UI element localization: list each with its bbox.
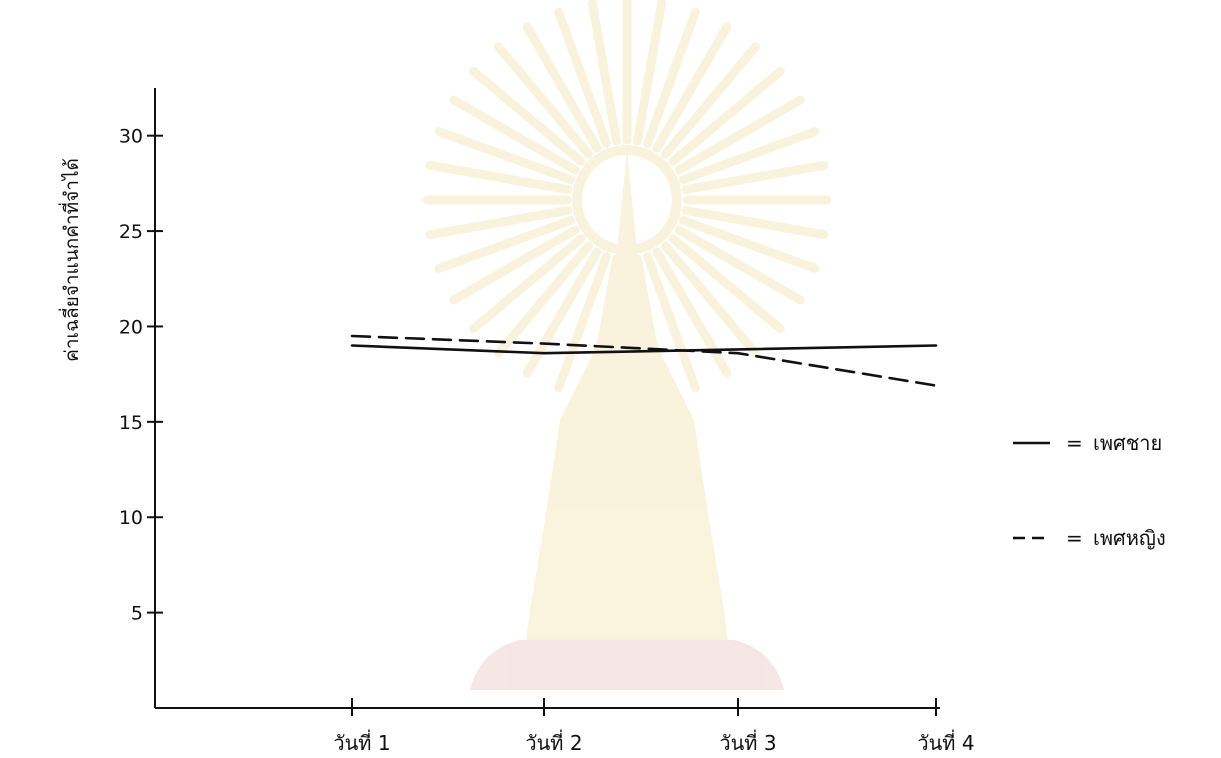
- watermark-ray: [493, 241, 593, 358]
- x-tick-label: วันที่ 2: [525, 729, 582, 755]
- watermark-ray: [425, 205, 573, 240]
- watermark-ray: [434, 127, 576, 184]
- y-axis-label: ค่าเฉลี่ยจำแนกคำที่จำได้: [58, 158, 83, 362]
- watermark-ray: [469, 234, 586, 334]
- watermark-ray: [632, 254, 667, 402]
- series-line-female: [350, 334, 938, 387]
- watermark-ray: [493, 42, 593, 159]
- watermark-rays: [422, 0, 832, 405]
- y-ticks: 5 10 15 20 25 30: [119, 126, 163, 625]
- watermark-ray: [674, 95, 805, 175]
- watermark-ray: [681, 160, 829, 195]
- y-tick-label: 5: [131, 603, 143, 625]
- series-lines: [350, 334, 938, 387]
- watermark-ray: [449, 225, 580, 305]
- watermark-ray: [661, 42, 761, 159]
- y-tick-label: 25: [119, 221, 143, 243]
- watermark-emblem: [422, 0, 832, 690]
- watermark-ray: [643, 251, 700, 393]
- watermark-ray: [661, 241, 761, 358]
- watermark-ray: [587, 254, 622, 402]
- watermark-stupa: [520, 150, 734, 690]
- watermark-ray: [678, 127, 820, 184]
- legend-label: เพศหญิง: [1093, 526, 1166, 550]
- watermark-ray: [434, 216, 576, 273]
- watermark-ray: [425, 160, 573, 195]
- legend-label: เพศชาย: [1093, 431, 1162, 455]
- watermark-ray: [643, 7, 700, 149]
- series-line-male: [350, 344, 938, 355]
- watermark-sun: [572, 145, 682, 255]
- watermark-ray: [469, 66, 586, 166]
- y-tick-label: 20: [119, 316, 143, 338]
- x-tick-label: วันที่ 4: [917, 729, 974, 755]
- watermark-ray: [678, 216, 820, 273]
- axes: [154, 88, 940, 709]
- legend: = เพศชาย = เพศหญิง: [1013, 431, 1166, 550]
- x-tick-label: วันที่ 3: [719, 729, 776, 755]
- watermark-ray: [668, 234, 785, 334]
- watermark-base: [470, 640, 784, 690]
- legend-equals: =: [1066, 431, 1083, 455]
- y-tick-label: 10: [119, 507, 143, 529]
- y-tick-label: 30: [119, 126, 143, 148]
- watermark-ray: [554, 251, 611, 393]
- x-tick-label: วันที่ 1: [333, 729, 390, 755]
- watermark-ray: [668, 66, 785, 166]
- watermark-ray: [554, 7, 611, 149]
- watermark-ray: [674, 225, 805, 305]
- watermark-ray: [587, 0, 622, 146]
- watermark-ray: [449, 95, 580, 175]
- legend-equals: =: [1066, 526, 1083, 550]
- y-tick-label: 15: [119, 412, 143, 434]
- watermark-ray: [522, 22, 602, 153]
- watermark-ray: [652, 22, 732, 153]
- watermark-ray: [632, 0, 667, 146]
- watermark-ray: [681, 205, 829, 240]
- x-ticks: วันที่ 1 วันที่ 2 วันที่ 3 วันที่ 4: [333, 698, 975, 755]
